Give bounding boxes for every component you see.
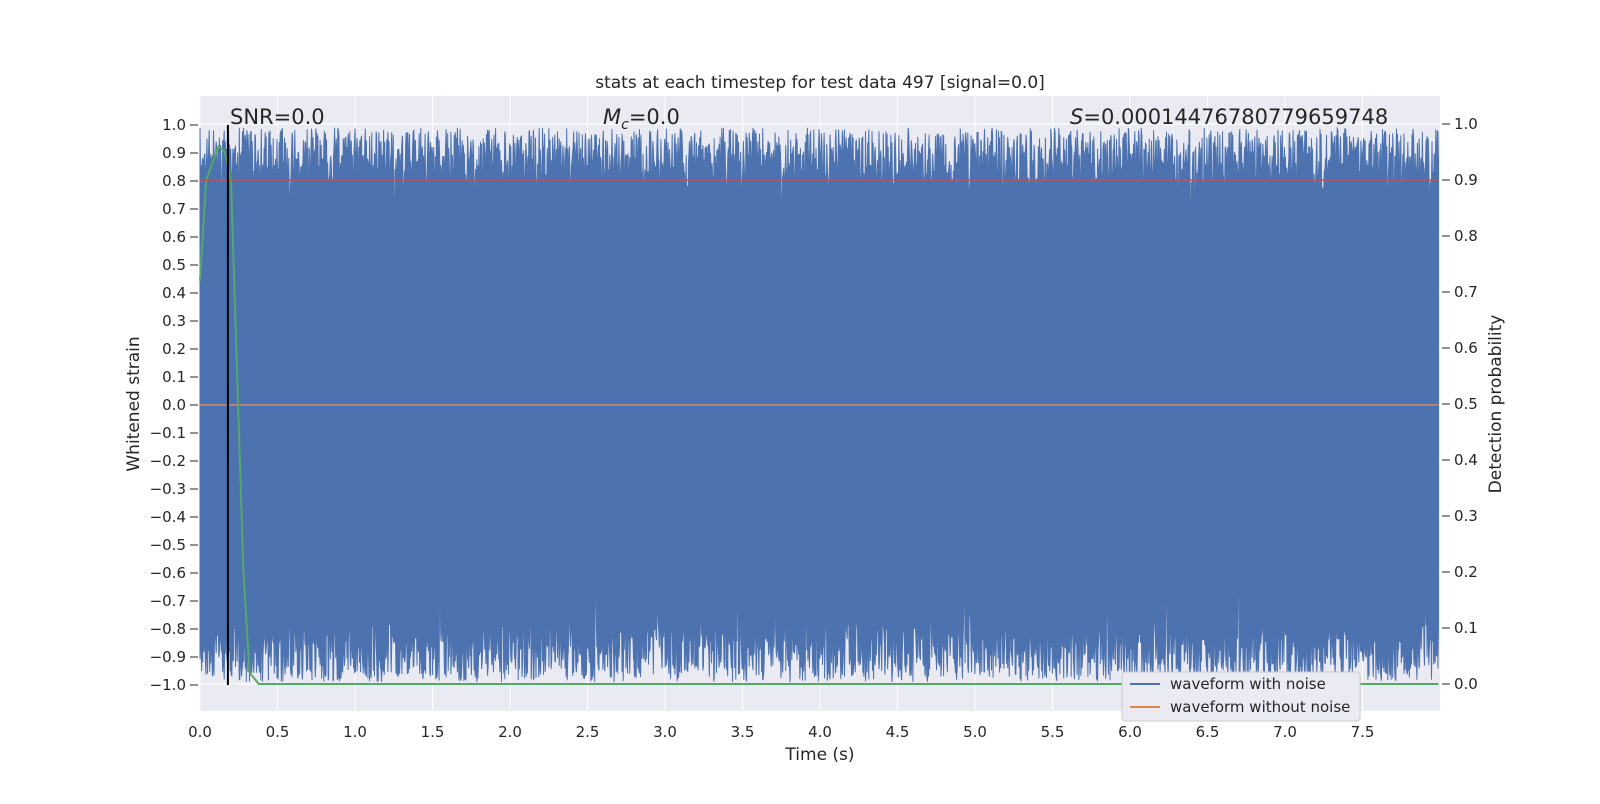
- x-tick-label: 6.0: [1118, 723, 1142, 741]
- y-tick-label: −0.7: [150, 592, 186, 610]
- x-tick-label: 5.0: [963, 723, 987, 741]
- y-tick-label: −1.0: [150, 676, 186, 694]
- y-tick-labels: 1.0 0.9 0.8 0.7 0.6 0.5 0.4 0.3 0.2 0.1 0.0 −0.1 −0.…: [150, 116, 198, 694]
- y-tick-label: −0.8: [150, 620, 186, 638]
- y2-tick-label: 0.4: [1454, 451, 1478, 469]
- y2-axis-label: Detection probability: [1486, 315, 1506, 494]
- y-tick-label: 0.9: [162, 144, 186, 162]
- y2-tick-label: 0.5: [1454, 395, 1478, 413]
- x-tick-label: 3.5: [731, 723, 755, 741]
- s-annotation: S=0.00014476780779659748: [1070, 105, 1388, 129]
- y2-tick-label: 1.0: [1454, 115, 1478, 133]
- y-tick-label: −0.2: [150, 452, 186, 470]
- s-symbol: S: [1070, 105, 1083, 129]
- x-tick-label: 2.5: [576, 723, 600, 741]
- x-axis-label: Time (s): [784, 745, 854, 765]
- x-tick-label: 2.0: [498, 723, 522, 741]
- mc-annotation: Mc=0.0: [603, 105, 680, 133]
- x-tick-label: 3.0: [653, 723, 677, 741]
- y2-tick-label: 0.1: [1454, 619, 1478, 637]
- x-tick-label: 6.5: [1196, 723, 1220, 741]
- legend-label-noise: waveform with noise: [1170, 675, 1326, 693]
- y2-tick-labels: 1.0 0.9 0.8 0.7 0.6 0.5 0.4 0.3 0.2 0.1 0.0: [1442, 115, 1478, 693]
- y-tick-label: −0.1: [150, 424, 186, 442]
- y-tick-label: 0.1: [162, 368, 186, 386]
- y2-tick-label: 0.3: [1454, 507, 1478, 525]
- y-tick-label: 0.0: [162, 396, 186, 414]
- y-tick-label: −0.6: [150, 564, 186, 582]
- legend: waveform with noise waveform without noi…: [1121, 671, 1361, 722]
- y2-tick-label: 0.2: [1454, 563, 1478, 581]
- y2-tick-label: 0.8: [1454, 227, 1478, 245]
- y-tick-label: −0.3: [150, 480, 186, 498]
- y-tick-label: 0.8: [162, 172, 186, 190]
- y-tick-label: 0.6: [162, 228, 186, 246]
- legend-label-clean: waveform without noise: [1170, 698, 1350, 716]
- x-tick-label: 0.5: [266, 723, 290, 741]
- y2-tick-label: 0.6: [1454, 339, 1478, 357]
- y-tick-label: −0.4: [150, 508, 186, 526]
- y-tick-label: 0.2: [162, 340, 186, 358]
- x-tick-label: 0.0: [188, 723, 212, 741]
- y-tick-label: 0.3: [162, 312, 186, 330]
- y-tick-label: −0.9: [150, 648, 186, 666]
- y2-tick-label: 0.0: [1454, 675, 1478, 693]
- mc-symbol: M: [603, 105, 621, 129]
- y-tick-label: 1.0: [162, 116, 186, 134]
- legend-box: [1121, 671, 1361, 722]
- y2-tick-label: 0.7: [1454, 283, 1478, 301]
- x-tick-label: 7.5: [1351, 723, 1375, 741]
- x-tick-label: 4.5: [886, 723, 910, 741]
- y-tick-label: 0.7: [162, 200, 186, 218]
- x-tick-labels: 0.0 0.5 1.0 1.5 2.0 2.5 3.0 3.5 4.0 4.5 5.0 5.5 6.0 6…: [188, 723, 1374, 741]
- chart-title: stats at each timestep for test data 497…: [595, 73, 1045, 93]
- s-value: =0.00014476780779659748: [1083, 105, 1388, 129]
- y-axis-label: Whitened strain: [124, 336, 144, 471]
- y-tick-label: −0.5: [150, 536, 186, 554]
- y-tick-label: 0.4: [162, 284, 186, 302]
- y2-tick-label: 0.9: [1454, 171, 1478, 189]
- mc-value: =0.0: [629, 105, 680, 129]
- mc-subscript: c: [621, 117, 629, 133]
- x-tick-label: 1.0: [343, 723, 367, 741]
- x-tick-label: 1.5: [421, 723, 445, 741]
- x-tick-label: 7.0: [1273, 723, 1297, 741]
- x-tick-label: 4.0: [808, 723, 832, 741]
- y-tick-label: 0.5: [162, 256, 186, 274]
- snr-annotation: SNR=0.0: [230, 105, 325, 129]
- x-tick-label: 5.5: [1041, 723, 1065, 741]
